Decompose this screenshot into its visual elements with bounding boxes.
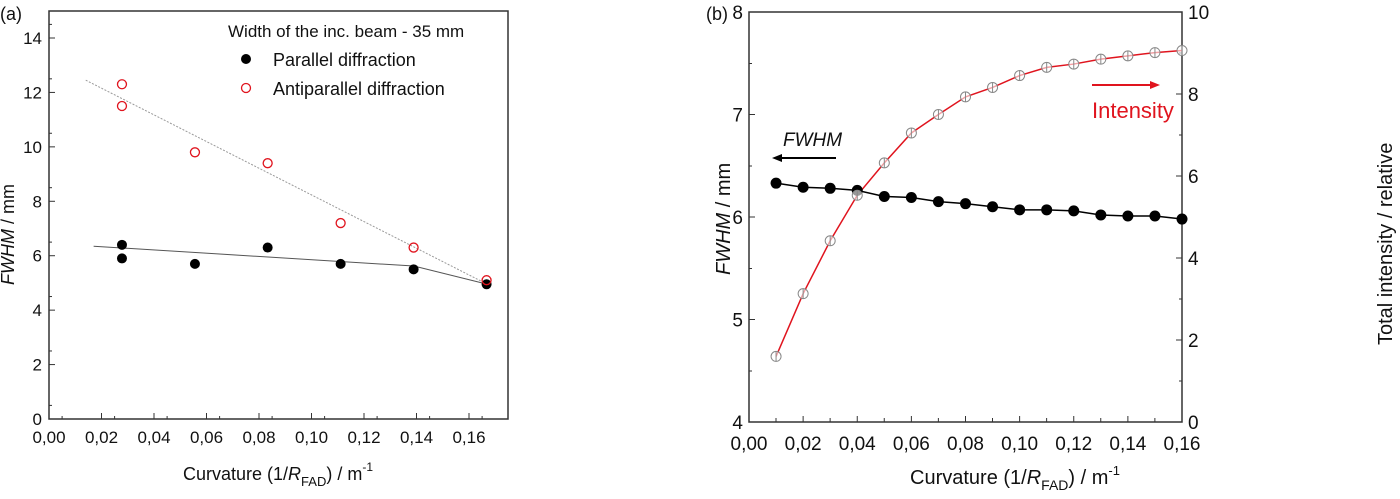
y-tick-label: 0 [33, 410, 42, 429]
data-point-antiparallel [262, 158, 273, 169]
legend-marker-parallel [241, 54, 251, 64]
y2-tick-label: 0 [1188, 413, 1199, 434]
y2-tick-label: 6 [1188, 167, 1199, 188]
x-tick-label: 0,12 [1055, 434, 1092, 455]
x-tick-label: 0,14 [400, 428, 433, 447]
y2-tick-label: 10 [1188, 3, 1209, 24]
y-tick-label: 2 [33, 356, 42, 375]
data-point-parallel [335, 258, 346, 269]
y2-tick-label: 2 [1188, 331, 1199, 352]
data-point-parallel [189, 258, 200, 269]
y-tick-label: 5 [732, 311, 743, 332]
panel-b: (b) 0,00 0,02 0,04 0,06 0,08 0,10 0,12 0,14 0,16… [706, 3, 1397, 493]
arrow-left-head [772, 154, 782, 162]
arrow-right-head [1150, 81, 1160, 89]
fit-line-antiparallel [85, 79, 488, 285]
series-line-fwhm [775, 182, 1183, 220]
y-tick-label: 6 [732, 208, 743, 229]
y2-tick-label: 4 [1188, 249, 1199, 270]
x-tick-label: 0,00 [731, 434, 768, 455]
data-point-antiparallel [481, 275, 492, 286]
x-tick-label: 0,10 [295, 428, 328, 447]
data-point-fwhm [824, 182, 836, 194]
y-tick-label: 14 [23, 29, 42, 48]
x-tick-label: 0,02 [785, 434, 822, 455]
x-tick-label: 0,00 [32, 428, 65, 447]
legend-label-parallel: Parallel diffraction [273, 50, 416, 70]
data-point-fwhm [878, 191, 890, 202]
panel-b-ylabel: FWHM / mm [713, 163, 735, 275]
x-tick-label: 0,02 [85, 428, 118, 447]
data-point-antiparallel [116, 79, 128, 90]
data-point-fwhm [1149, 210, 1161, 222]
data-point-fwhm [905, 192, 917, 204]
data-point-fwhm [797, 181, 809, 193]
data-point-fwhm [1068, 205, 1080, 217]
x-tick-label: 0,06 [190, 428, 223, 447]
annotation-intensity: Intensity [1092, 98, 1174, 123]
x-tick-label: 0,06 [893, 434, 930, 455]
x-tick-label: 0,16 [1164, 434, 1201, 455]
annotation-fwhm: FWHM [783, 130, 842, 151]
data-point-parallel [262, 242, 273, 253]
y-tick-label: 4 [732, 413, 743, 434]
series-line-intensity [775, 49, 1183, 357]
x-tick-label: 0,08 [242, 428, 275, 447]
y-tick-label: 6 [33, 247, 42, 266]
data-point-parallel [116, 253, 127, 264]
panel-b-label: (b) [706, 4, 728, 24]
legend-label-antiparallel: Antiparallel diffraction [273, 79, 445, 99]
x-tick-label: 0,04 [839, 434, 876, 455]
y-tick-label: 8 [732, 3, 743, 24]
y-tick-label: 10 [23, 138, 42, 157]
data-point-fwhm [987, 201, 999, 213]
x-tick-label: 0,14 [1109, 434, 1146, 455]
panel-a-xlabel: Curvature (1/RFAD) / m-1 [183, 460, 373, 489]
legend-title: Width of the inc. beam - 35 mm [228, 22, 464, 41]
x-tick-label: 0,16 [452, 428, 485, 447]
data-point-fwhm [1041, 204, 1053, 216]
x-tick-label: 0,04 [137, 428, 170, 447]
y2-tick-label: 8 [1188, 85, 1199, 106]
panel-b-frame [748, 11, 1183, 423]
data-point-fwhm [1122, 210, 1134, 222]
legend-marker-antiparallel [240, 82, 252, 94]
data-point-fwhm [932, 196, 944, 208]
data-point-fwhm [1014, 204, 1026, 216]
data-point-fwhm [960, 198, 971, 210]
data-point-fwhm [770, 177, 782, 189]
y-tick-label: 7 [732, 106, 743, 127]
y-tick-label: 8 [33, 192, 42, 211]
data-point-fwhm [1176, 213, 1188, 225]
panel-a-frame [48, 10, 509, 420]
data-point-fwhm [1095, 209, 1107, 221]
data-point-antiparallel [408, 242, 419, 253]
y-tick-label: 4 [33, 301, 42, 320]
panel-a: (a) 0,00 0,02 0,04 0,06 0,08 0,10 0,12 0,14 0,16… [0, 4, 509, 489]
fit-line-parallel [93, 245, 488, 285]
data-point-antiparallel [116, 100, 128, 112]
x-tick-label: 0,10 [1001, 434, 1038, 455]
panel-b-xlabel: Curvature (1/RFAD) / m-1 [910, 463, 1120, 493]
panel-a-label: (a) [0, 4, 22, 24]
panel-b-y2label: Total intensity / relative [1375, 143, 1397, 345]
panel-a-ylabel: FWHM / mm [0, 184, 18, 285]
x-tick-label: 0,12 [347, 428, 380, 447]
x-tick-label: 0,08 [947, 434, 984, 455]
data-point-antiparallel [335, 217, 346, 229]
data-point-parallel [408, 264, 419, 275]
data-point-antiparallel [189, 147, 201, 158]
y-tick-label: 12 [23, 83, 42, 102]
data-point-parallel [116, 239, 127, 250]
